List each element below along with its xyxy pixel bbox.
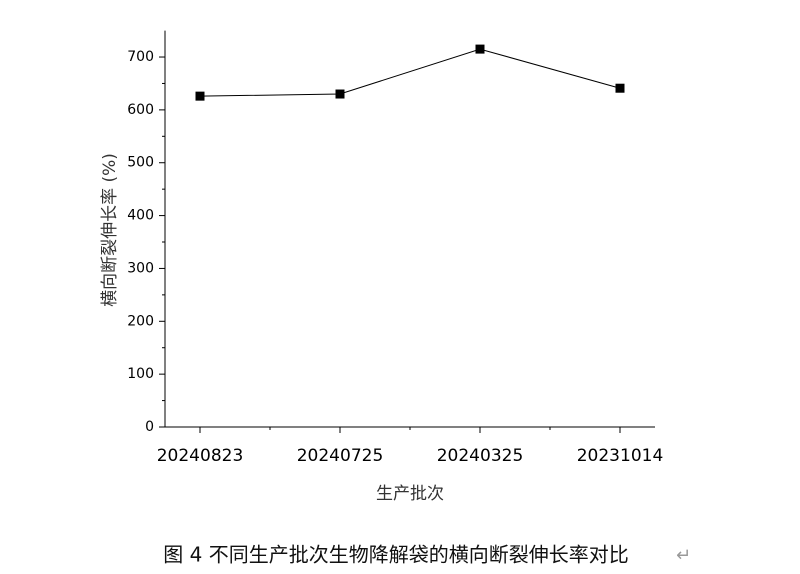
y-tick-label: 600: [127, 102, 154, 118]
marker: [195, 91, 205, 101]
x-tick-label: 20240325: [437, 446, 524, 466]
marker: [335, 89, 345, 99]
y-tick-label: 400: [127, 208, 154, 224]
y-tick-label: 200: [127, 313, 154, 329]
y-tick-label: 500: [127, 155, 154, 171]
y-tick-label: 100: [127, 366, 154, 382]
x-tick-label: 20231014: [577, 446, 664, 466]
paragraph-mark: ↵: [676, 545, 691, 566]
x-tick-label: 20240823: [157, 446, 244, 466]
marker: [615, 83, 625, 93]
y-axis-title: 横向断裂伸长率 (%): [100, 153, 120, 307]
x-tick-label: 20240725: [297, 446, 384, 466]
marker: [475, 44, 485, 54]
data-line: [199, 48, 621, 97]
y-tick-label: 700: [127, 49, 154, 65]
caption: 图 4 不同生产批次生物降解袋的横向断裂伸长率对比: [163, 543, 628, 567]
x-axis-title: 生产批次: [376, 484, 444, 504]
y-tick-label: 0: [145, 419, 154, 435]
y-tick-label: 300: [127, 260, 154, 276]
